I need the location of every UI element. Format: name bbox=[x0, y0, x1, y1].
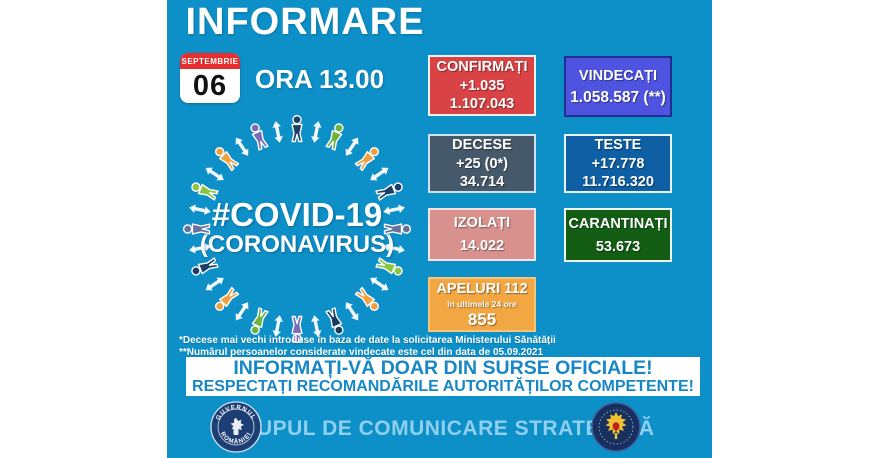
apeluri-sublabel: în ultimele 24 ore bbox=[447, 299, 517, 309]
confirmati-label: CONFIRMAȚI bbox=[436, 59, 528, 75]
izolati-label: IZOLAȚI bbox=[453, 215, 511, 231]
izolati-total: 14.022 bbox=[459, 238, 505, 254]
page-title: INFORMARE bbox=[185, 1, 425, 43]
calendar-icon: SEPTEMBRIE 06 bbox=[180, 53, 240, 103]
decese-label: DECESE bbox=[452, 137, 512, 153]
people-circle-icon bbox=[182, 114, 412, 344]
apeluri-total: 855 bbox=[467, 310, 497, 329]
decese-total: 34.714 bbox=[459, 174, 505, 190]
stat-box-apeluri-112: APELURI 112 în ultimele 24 ore 855 bbox=[428, 277, 536, 332]
stat-box-teste: TESTE +17.778 11.716.320 bbox=[564, 134, 672, 193]
covid-circle-graphic bbox=[175, 110, 419, 350]
decese-delta: +25 (0*) bbox=[456, 156, 508, 172]
carantinati-label: CARANTINAȚI bbox=[568, 215, 668, 232]
stat-box-vindecati: VINDECAȚI 1.058.587 (**) bbox=[564, 56, 672, 117]
strategic-communication-group-label: GRUPUL DE COMUNICARE STRATEGICĂ bbox=[224, 417, 655, 440]
stat-box-izolati: IZOLAȚI 14.022 bbox=[428, 208, 536, 261]
carantinati-total: 53.673 bbox=[595, 238, 641, 255]
banner-line2: RESPECTAȚI RECOMANDĂRILE AUTORITĂȚILOR C… bbox=[192, 378, 694, 395]
calendar-month: SEPTEMBRIE bbox=[180, 53, 240, 69]
emblem-base-icon bbox=[614, 433, 618, 439]
footnote-decese: *Decese mai vechi introduse în baza de d… bbox=[179, 335, 556, 346]
calendar-day: 06 bbox=[192, 69, 228, 102]
confirmati-delta: +1.035 bbox=[459, 78, 505, 94]
banner-line1: INFORMAȚI-VĂ DOAR DIN SURSE OFICIALE! bbox=[233, 357, 653, 379]
vindecati-total: 1.058.587 (**) bbox=[570, 88, 666, 106]
vindecati-label: VINDECAȚI bbox=[578, 67, 658, 84]
footnotes: *Decese mai vechi introduse în baza de d… bbox=[179, 335, 699, 358]
footnote-vindecati: **Numărul persoanelor considerate vindec… bbox=[179, 346, 544, 358]
confirmati-total: 1.107.043 bbox=[449, 96, 515, 112]
red-shield-icon bbox=[612, 422, 620, 432]
shield-icon bbox=[233, 428, 239, 435]
time-label: ORA 13.00 bbox=[255, 64, 385, 94]
teste-label: TESTE bbox=[594, 137, 642, 153]
teste-delta: +17.778 bbox=[591, 156, 645, 172]
official-sources-banner: INFORMAȚI-VĂ DOAR DIN SURSE OFICIALE! RE… bbox=[186, 357, 700, 396]
stat-box-carantinati: CARANTINAȚI 53.673 bbox=[564, 208, 672, 262]
teste-total: 11.716.320 bbox=[582, 174, 654, 190]
mai-seal-icon bbox=[591, 402, 641, 452]
apeluri-label: APELURI 112 bbox=[436, 281, 528, 297]
stat-box-decese: DECESE +25 (0*) 34.714 bbox=[428, 134, 536, 193]
guvernul-romaniei-seal-icon: GUVERNUL ROMÂNIEI bbox=[210, 401, 262, 453]
blue-panel: INFORMARE SEPTEMBRIE 06 ORA 13.00 bbox=[167, 0, 712, 458]
stat-box-confirmati: CONFIRMAȚI +1.035 1.107.043 bbox=[428, 55, 536, 116]
